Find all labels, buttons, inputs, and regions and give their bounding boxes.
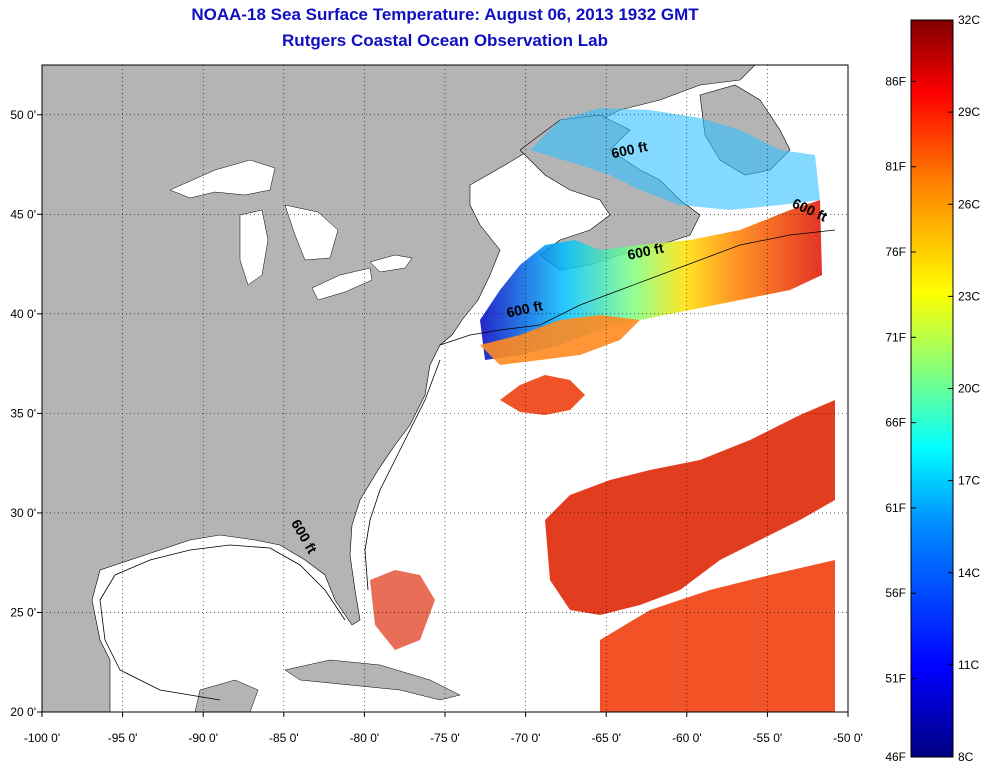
y-tick-label: 25 0' <box>10 605 36 619</box>
colorbar-fill <box>910 19 954 758</box>
y-tick-label: 50 0' <box>10 108 36 122</box>
colorbar-label-f: 66F <box>885 416 906 430</box>
colorbar-label-f: 86F <box>885 74 906 88</box>
x-tick-label: -80 0' <box>350 731 380 745</box>
colorbar-label-c: 14C <box>958 566 980 580</box>
sst-sargasso-south <box>600 560 835 712</box>
colorbar-label-f: 46F <box>885 750 906 764</box>
contour-label-600ft: 600 ft <box>626 240 665 263</box>
x-tick-label: -60 0' <box>672 731 702 745</box>
colorbar-label-c: 8C <box>958 750 974 764</box>
colorbar-label-c: 29C <box>958 105 980 119</box>
x-tick-label: -85 0' <box>269 731 299 745</box>
colorbar-fahrenheit-labels: 86F 81F 76F 71F 66F 61F 56F 51F 46F <box>885 74 916 764</box>
sst-slope-orange <box>480 315 640 365</box>
land-cuba <box>284 659 461 701</box>
colorbar-label-f: 76F <box>885 245 906 259</box>
lake-erie <box>311 267 373 301</box>
x-tick-label: -95 0' <box>108 731 138 745</box>
y-tick-label: 35 0' <box>10 406 36 420</box>
y-tick-label: 45 0' <box>10 207 36 221</box>
colorbar-label-f: 51F <box>885 672 906 686</box>
x-tick-label: -70 0' <box>511 731 541 745</box>
sst-bahamas-patch <box>370 570 435 650</box>
sst-sargasso-large <box>545 400 835 615</box>
contour-label-600ft: 600 ft <box>610 138 649 161</box>
colorbar-label-c: 17C <box>958 474 980 488</box>
colorbar-label-f: 81F <box>885 160 906 174</box>
sst-north-patch <box>530 108 820 210</box>
colorbar-label-c: 11C <box>958 658 979 672</box>
x-tick-label: -55 0' <box>753 731 783 745</box>
y-tick-label: 20 0' <box>10 705 36 719</box>
colorbar-label-c: 20C <box>958 382 980 396</box>
contour-600ft-southeast <box>364 359 441 591</box>
colorbar-celsius-labels: 32C 29C 26C 23C 20C 17C 14C 11C 8C <box>948 13 980 764</box>
y-tick-label: 30 0' <box>10 506 36 520</box>
colorbar-label-c: 32C <box>958 13 980 27</box>
x-tick-label: -90 0' <box>188 731 218 745</box>
y-tick-label: 40 0' <box>10 307 36 321</box>
contour-600ft-gulf <box>99 544 346 701</box>
x-tick-label: -75 0' <box>430 731 460 745</box>
land-yucatan <box>194 679 259 712</box>
lake-michigan <box>239 209 269 286</box>
map-subtitle: Rutgers Coastal Ocean Observation Lab <box>282 31 608 50</box>
contour-label-600ft: 600 ft <box>505 297 544 320</box>
sst-gulf-stream-patch <box>500 375 585 415</box>
x-tick-label: -50 0' <box>833 731 863 745</box>
x-tick-label: -65 0' <box>591 731 621 745</box>
lake-huron <box>284 204 339 261</box>
colorbar-label-f: 61F <box>885 501 906 515</box>
latitude-axis: 20 0' 25 0' 30 0' 35 0' 40 0' 45 0' 50 0' <box>10 108 42 719</box>
lake-superior <box>169 159 276 199</box>
colorbar-label-c: 26C <box>958 197 980 211</box>
colorbar-label-c: 23C <box>958 289 980 303</box>
x-tick-label: -100 0' <box>24 731 60 745</box>
colorbar-label-f: 56F <box>885 586 906 600</box>
map-title: NOAA-18 Sea Surface Temperature: August … <box>191 5 699 24</box>
colorbar-label-f: 71F <box>885 330 906 344</box>
lake-ontario <box>369 254 413 273</box>
contour-600ft-atlantic <box>439 229 836 346</box>
longitude-axis: -100 0' -95 0' -90 0' -85 0' -80 0' -75 0' -70… <box>24 712 863 745</box>
